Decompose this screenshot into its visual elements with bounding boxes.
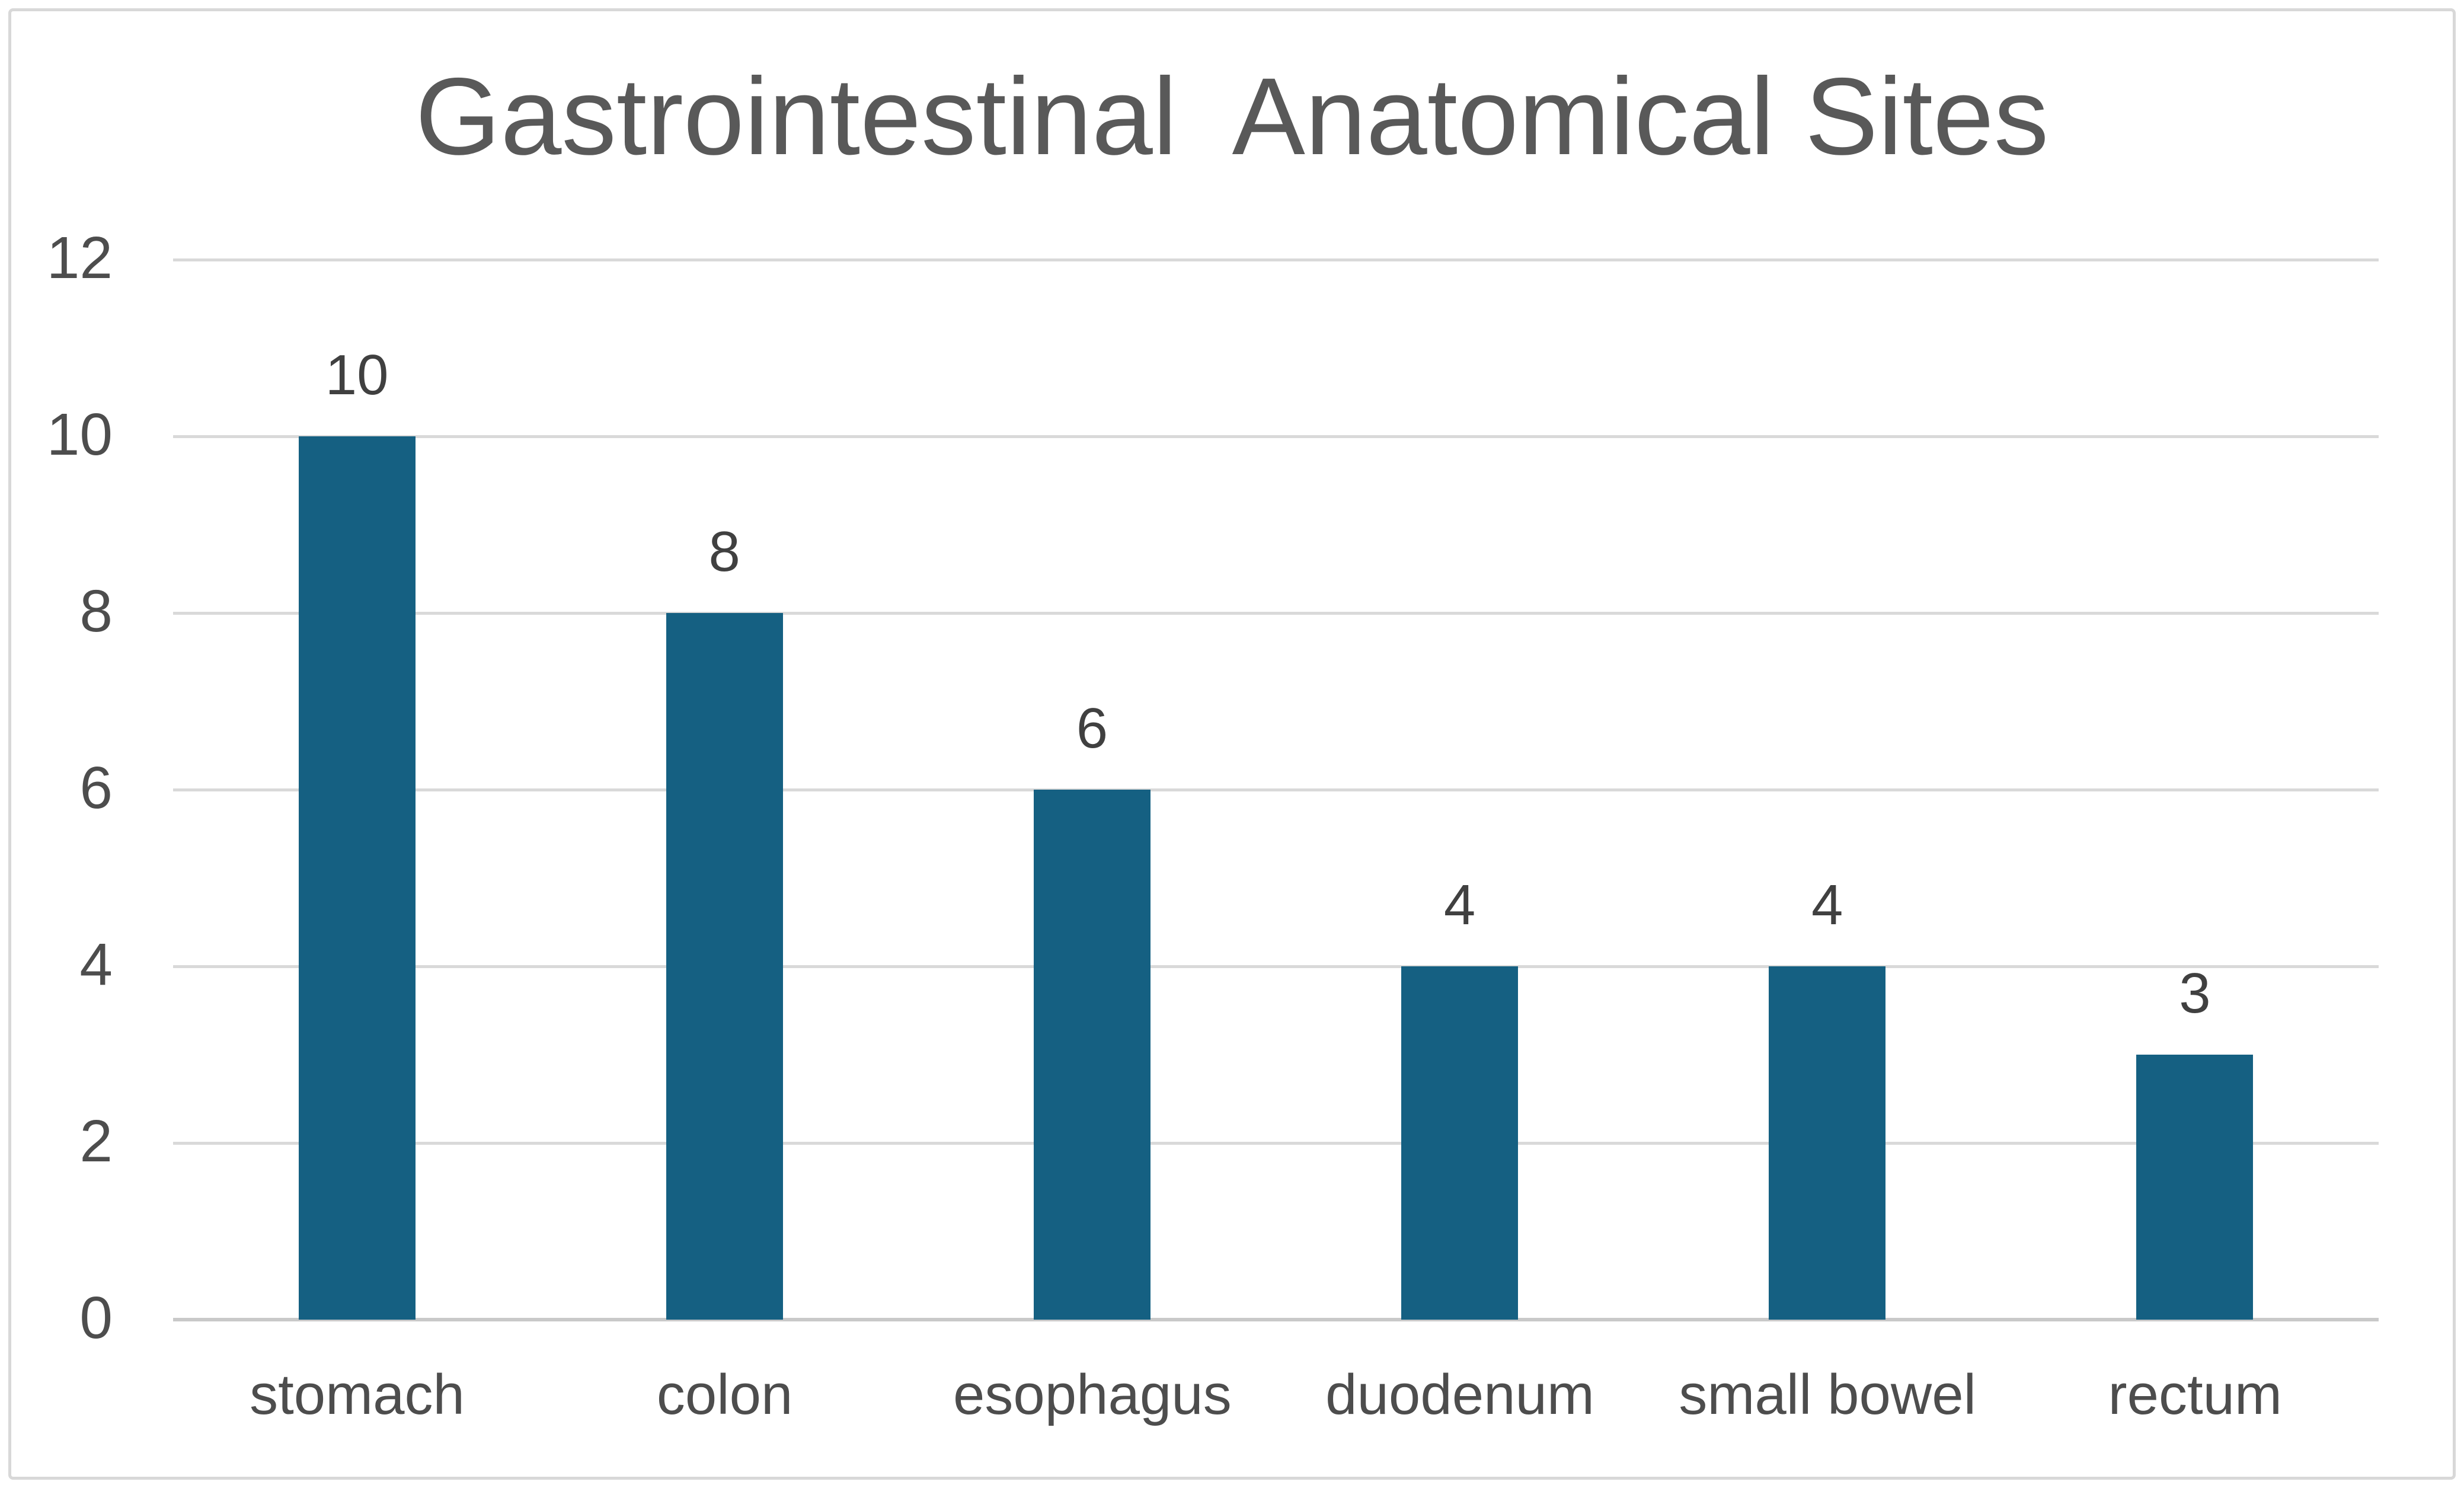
x-axis-category-label: stomach (250, 1363, 465, 1426)
y-axis-tick-label: 2 (79, 1108, 113, 1174)
x-axis-category-label: rectum (2108, 1363, 2283, 1426)
bar-value-label: 10 (325, 343, 389, 407)
chart-title: Gastrointestinal Anatomical Sites (415, 56, 2049, 178)
y-axis-tick-label: 10 (46, 401, 113, 468)
y-axis-tick-label: 12 (46, 225, 113, 291)
gridline (173, 1142, 2379, 1145)
bar-small-bowel (1769, 966, 1886, 1320)
bar-duodenum (1401, 966, 1519, 1320)
x-axis-line (173, 1318, 2379, 1321)
x-axis-category-label: duodenum (1325, 1363, 1594, 1426)
chart-frame (8, 8, 2456, 1480)
bar-value-label: 3 (2179, 962, 2211, 1025)
x-axis-category-label: esophagus (953, 1363, 1232, 1426)
plot-area: 10 stomach 8 colon 6 esophagus 4 duodenum 4 small… (173, 258, 2379, 1426)
gridline (173, 435, 2379, 438)
gridline (173, 965, 2379, 968)
bar-value-label: 6 (1076, 697, 1108, 760)
bar-value-label: 4 (1443, 873, 1476, 937)
bar-value-label: 8 (708, 520, 740, 583)
x-axis-category-label: colon (656, 1363, 793, 1426)
gridline (173, 258, 2379, 261)
bar-rectum (2136, 1055, 2254, 1320)
y-axis-tick-label: 4 (79, 931, 113, 998)
bar-value-label: 4 (1811, 873, 1843, 937)
y-axis-tick-label: 6 (79, 755, 113, 821)
y-axis-tick-label: 8 (79, 578, 113, 644)
bar-stomach (298, 436, 416, 1320)
y-axis-tick-label: 0 (79, 1285, 113, 1351)
x-axis-category-label: small bowel (1679, 1363, 1976, 1426)
gridline (173, 612, 2379, 615)
bar-colon (666, 613, 783, 1320)
bar-esophagus (1033, 790, 1150, 1320)
gridline (173, 788, 2379, 791)
